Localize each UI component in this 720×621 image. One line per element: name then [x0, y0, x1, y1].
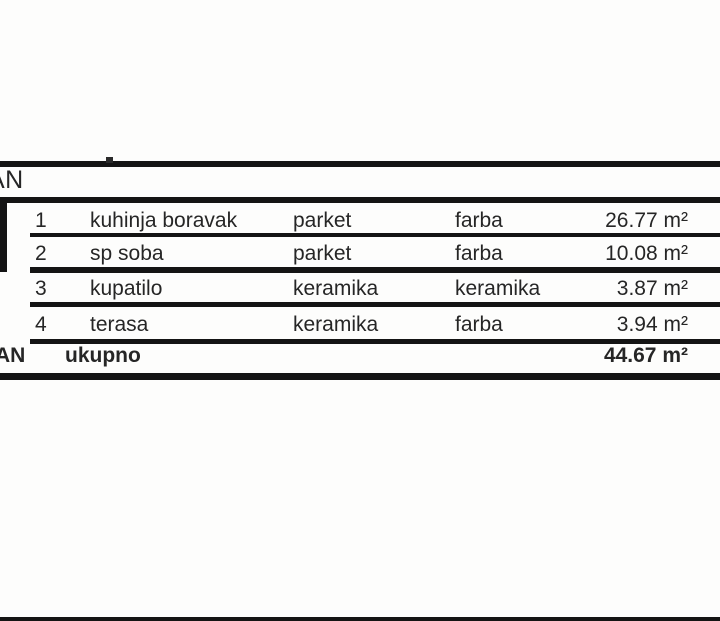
- cell-row-number: 3: [35, 277, 47, 300]
- cell-row-number: 2: [35, 242, 47, 265]
- cell-room-name: sp soba: [90, 242, 164, 265]
- apartment-label-partial: AN: [0, 166, 24, 194]
- total-label: ukupno: [65, 344, 141, 367]
- cell-area: 3.87 m²: [616, 277, 688, 300]
- table-row: 1 kuhinja boravak parket farba 26.77 m²: [0, 207, 720, 234]
- header-rule-top: [0, 161, 720, 167]
- row-underline: [30, 339, 720, 344]
- cell-wall-finish: farba: [455, 242, 503, 265]
- total-label-prefix-partial: AN: [0, 344, 26, 367]
- page-bottom-rule: [0, 617, 720, 621]
- table-row: 3 kupatilo keramika keramika 3.87 m²: [0, 275, 720, 302]
- cell-floor-finish: parket: [293, 209, 352, 232]
- left-border-bar: [0, 198, 7, 272]
- cell-wall-finish: farba: [455, 209, 503, 232]
- row-underline: [30, 233, 720, 237]
- cell-area: 3.94 m²: [616, 313, 688, 336]
- grand-total-area: 44.67 m²: [603, 344, 688, 367]
- cell-room-name: kupatilo: [90, 277, 163, 300]
- cell-floor-finish: keramika: [293, 313, 379, 336]
- total-row: AN ukupno 44.67 m²: [0, 342, 720, 369]
- cell-row-number: 4: [35, 313, 47, 336]
- cell-room-name: terasa: [90, 313, 149, 336]
- cell-floor-finish: keramika: [293, 277, 379, 300]
- row-underline: [30, 267, 720, 273]
- header-rule-bottom: [0, 197, 720, 203]
- cell-row-number: 1: [35, 209, 47, 232]
- row-underline: [30, 302, 720, 307]
- total-rule-bottom: [0, 373, 720, 380]
- stray-mark: [106, 157, 113, 163]
- cell-area: 10.08 m²: [605, 242, 688, 265]
- cell-wall-finish: farba: [455, 313, 503, 336]
- cell-room-name: kuhinja boravak: [90, 209, 238, 232]
- cell-wall-finish: keramika: [455, 277, 541, 300]
- cell-floor-finish: parket: [293, 242, 352, 265]
- table-row: 4 terasa keramika farba 3.94 m²: [0, 311, 720, 338]
- cell-area: 26.77 m²: [605, 209, 688, 232]
- table-row: 2 sp soba parket farba 10.08 m²: [0, 240, 720, 267]
